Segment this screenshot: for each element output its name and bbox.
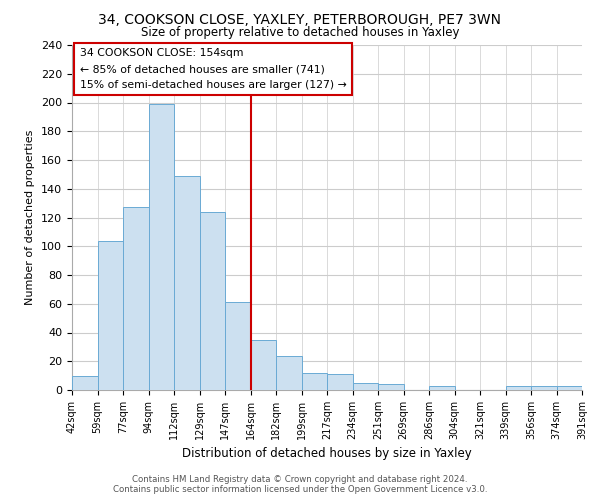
Bar: [557, 386, 582, 390]
Text: Contains HM Land Registry data © Crown copyright and database right 2024.
Contai: Contains HM Land Registry data © Crown c…: [113, 474, 487, 494]
Bar: [251, 340, 276, 390]
Bar: [123, 208, 149, 390]
Bar: [276, 356, 302, 390]
Bar: [225, 302, 251, 390]
Bar: [174, 176, 199, 390]
Bar: [353, 383, 378, 390]
Bar: [97, 240, 123, 390]
Bar: [72, 376, 97, 390]
Bar: [378, 384, 404, 390]
Y-axis label: Number of detached properties: Number of detached properties: [25, 130, 35, 305]
Bar: [531, 386, 557, 390]
Text: 34 COOKSON CLOSE: 154sqm
← 85% of detached houses are smaller (741)
15% of semi-: 34 COOKSON CLOSE: 154sqm ← 85% of detach…: [80, 48, 346, 90]
Bar: [429, 386, 455, 390]
Bar: [327, 374, 353, 390]
Bar: [149, 104, 174, 390]
Text: 34, COOKSON CLOSE, YAXLEY, PETERBOROUGH, PE7 3WN: 34, COOKSON CLOSE, YAXLEY, PETERBOROUGH,…: [98, 12, 502, 26]
X-axis label: Distribution of detached houses by size in Yaxley: Distribution of detached houses by size …: [182, 448, 472, 460]
Text: Size of property relative to detached houses in Yaxley: Size of property relative to detached ho…: [141, 26, 459, 39]
Bar: [505, 386, 531, 390]
Bar: [199, 212, 225, 390]
Bar: [302, 373, 327, 390]
